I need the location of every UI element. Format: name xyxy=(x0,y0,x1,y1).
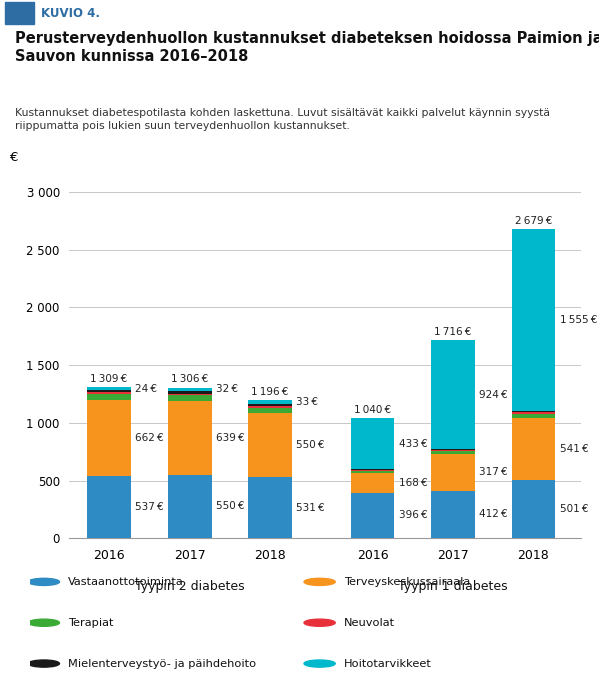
Text: Tyypin 2 diabetes: Tyypin 2 diabetes xyxy=(135,580,244,593)
Circle shape xyxy=(28,578,59,585)
Bar xyxy=(248,400,292,404)
Text: 531 €: 531 € xyxy=(297,502,325,513)
Text: 1 196 €: 1 196 € xyxy=(252,387,289,397)
Bar xyxy=(512,418,555,480)
Bar xyxy=(350,470,395,471)
Bar xyxy=(168,401,211,475)
Text: 1 309 €: 1 309 € xyxy=(90,374,128,384)
Text: Perusterveydenhuollon kustannukset diabeteksen hoidossa Paimion ja
Sauvon kunnis: Perusterveydenhuollon kustannukset diabe… xyxy=(15,31,599,64)
Text: 550 €: 550 € xyxy=(216,502,244,511)
Bar xyxy=(248,413,292,477)
Bar xyxy=(168,475,211,538)
Text: Vastaanottotoiminta: Vastaanottotoiminta xyxy=(68,577,183,587)
Text: Neuvolat: Neuvolat xyxy=(344,618,395,628)
Bar xyxy=(87,390,131,393)
Text: Terveyskeskussairaala: Terveyskeskussairaala xyxy=(344,577,470,587)
Text: 412 €: 412 € xyxy=(479,509,508,520)
Bar xyxy=(350,493,395,538)
Bar xyxy=(87,393,131,394)
Bar xyxy=(431,451,475,454)
Bar xyxy=(248,404,292,406)
Bar xyxy=(248,408,292,413)
Text: 1 555 €: 1 555 € xyxy=(560,315,597,325)
Text: €: € xyxy=(10,150,19,164)
Bar xyxy=(350,418,395,469)
Bar xyxy=(431,340,475,449)
Text: 501 €: 501 € xyxy=(560,504,588,514)
Bar xyxy=(168,395,211,401)
Text: Mielenterveystyö- ja päihdehoito: Mielenterveystyö- ja päihdehoito xyxy=(68,658,256,669)
Bar xyxy=(87,476,131,538)
Circle shape xyxy=(28,619,59,627)
Text: 1 716 €: 1 716 € xyxy=(434,327,471,337)
Text: Terapiat: Terapiat xyxy=(68,618,113,628)
Bar xyxy=(512,480,555,538)
Circle shape xyxy=(304,578,335,585)
Bar xyxy=(248,477,292,538)
Text: 639 €: 639 € xyxy=(216,433,244,443)
Bar xyxy=(87,400,131,476)
Circle shape xyxy=(304,619,335,627)
Text: 33 €: 33 € xyxy=(297,397,319,407)
Bar xyxy=(431,450,475,451)
Bar xyxy=(350,473,395,493)
Bar xyxy=(248,406,292,408)
Bar xyxy=(168,388,211,391)
Bar xyxy=(512,414,555,418)
Bar xyxy=(350,471,395,473)
Bar xyxy=(87,394,131,400)
Text: 1 306 €: 1 306 € xyxy=(171,374,208,384)
Text: 168 €: 168 € xyxy=(399,478,428,488)
Bar xyxy=(5,2,34,24)
Text: 541 €: 541 € xyxy=(560,444,588,454)
Text: 32 €: 32 € xyxy=(216,384,238,395)
Text: Hoitotarvikkeet: Hoitotarvikkeet xyxy=(344,658,431,669)
Bar xyxy=(431,454,475,491)
Text: 1 040 €: 1 040 € xyxy=(354,405,391,415)
Text: Tyypin 1 diabetes: Tyypin 1 diabetes xyxy=(398,580,508,593)
Text: 662 €: 662 € xyxy=(135,433,164,443)
Text: 24 €: 24 € xyxy=(135,384,158,393)
Bar xyxy=(168,393,211,395)
Circle shape xyxy=(304,660,335,667)
Text: 550 €: 550 € xyxy=(297,440,325,450)
Text: 396 €: 396 € xyxy=(399,511,428,520)
Text: Kustannukset diabetespotilasta kohden laskettuna. Luvut sisältävät kaikki palvel: Kustannukset diabetespotilasta kohden la… xyxy=(15,108,550,131)
Text: 537 €: 537 € xyxy=(135,502,164,512)
Bar xyxy=(512,229,555,411)
Bar xyxy=(87,387,131,390)
Text: KUVIO 4.: KUVIO 4. xyxy=(41,7,99,19)
Text: 317 €: 317 € xyxy=(479,467,508,477)
Text: 2 679 €: 2 679 € xyxy=(515,216,552,226)
Text: 433 €: 433 € xyxy=(399,439,428,449)
Bar xyxy=(431,491,475,538)
Text: 924 €: 924 € xyxy=(479,390,508,400)
Bar xyxy=(512,412,555,414)
Bar xyxy=(168,391,211,393)
Circle shape xyxy=(28,660,59,667)
Bar xyxy=(512,411,555,412)
